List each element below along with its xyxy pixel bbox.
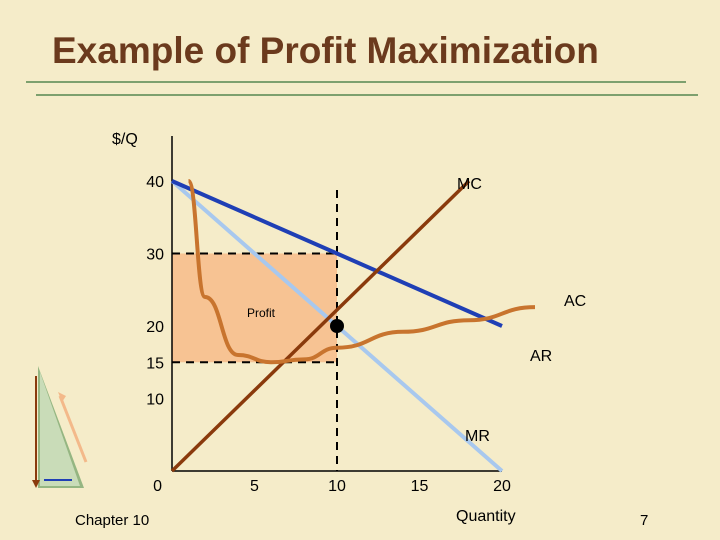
ac-curve	[186, 179, 536, 365]
y-tick-label: 40	[146, 174, 164, 191]
ar-curve	[171, 179, 503, 328]
title-divider-lower	[36, 94, 698, 96]
x-axis-label: Quantity	[456, 508, 516, 525]
profit-label: Profit	[247, 306, 276, 320]
x-tick-label: 5	[250, 478, 259, 495]
y-tick-label: 10	[146, 392, 164, 409]
y-axis-label: $/Q	[112, 131, 138, 148]
y-tick-label: 30	[146, 247, 164, 264]
y-tick-labels: 40 30 20 15 10	[146, 174, 164, 409]
ac-label: AC	[564, 293, 586, 310]
x-tick-label: 20	[493, 478, 511, 495]
profit-max-point	[330, 319, 344, 333]
y-tick-label: 20	[146, 319, 164, 336]
x-tick-labels: 0 5 10 15 20	[153, 478, 511, 495]
x-tick-label: 15	[411, 478, 429, 495]
ar-label: AR	[530, 348, 552, 365]
page-title: Example of Profit Maximization	[52, 30, 599, 71]
x-tick-label: 0	[153, 478, 162, 495]
mr-label: MR	[465, 428, 490, 445]
chapter-label: Chapter 10	[75, 512, 150, 529]
mc-curve	[170, 179, 471, 473]
y-tick-label: 15	[146, 355, 164, 372]
page-number: 7	[640, 512, 649, 529]
x-tick-label: 10	[328, 478, 346, 495]
slide-ornament-icon	[32, 366, 88, 488]
mc-label: MC	[457, 176, 482, 193]
title-divider	[26, 81, 686, 83]
